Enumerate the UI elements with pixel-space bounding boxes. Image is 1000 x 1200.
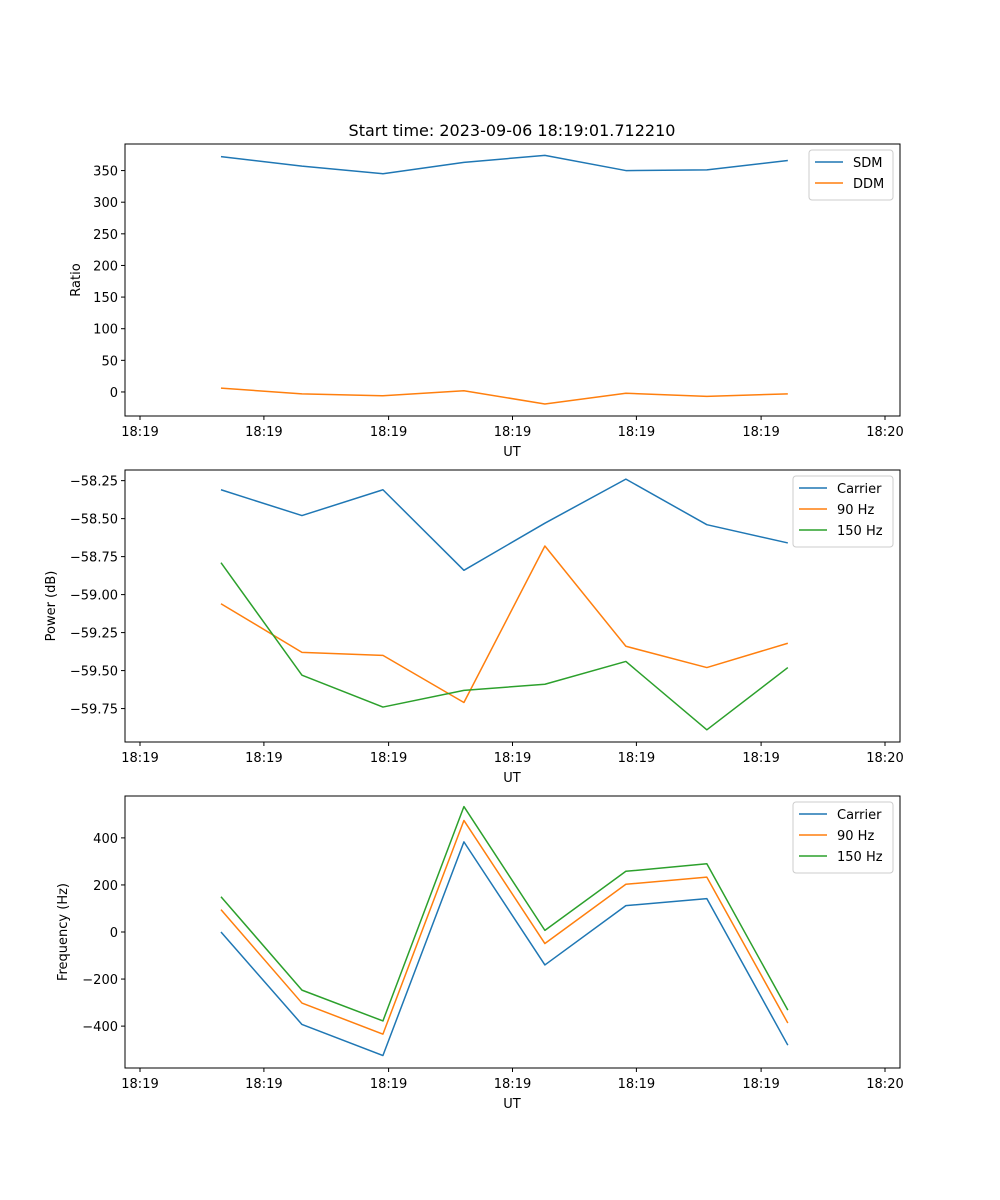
power-x-tick-label: 18:19 xyxy=(618,751,655,766)
power-y-tick-label: −59.25 xyxy=(70,627,118,642)
power-y-tick-label: −58.75 xyxy=(70,551,118,566)
panel-frequency: 18:19 18:19 18:19 18:19 18:19 18:19 18:20 400 2… xyxy=(56,795,904,1112)
frequency-x-ticks: 18:19 18:19 18:19 18:19 18:19 18:19 18:20 xyxy=(121,1068,904,1092)
frequency-x-tick-label: 18:19 xyxy=(618,1077,655,1092)
power-legend: Carrier 90 Hz 150 Hz xyxy=(792,475,894,548)
ratio-legend-label-ddm: DDM xyxy=(853,177,884,192)
ratio-series-ddm xyxy=(220,387,788,405)
frequency-x-tick-label: 18:19 xyxy=(742,1077,779,1092)
power-y-ticks: −58.25 −58.50 −58.75 −59.00 −59.25 −59.50 −59.… xyxy=(70,475,125,718)
ratio-x-tick-label: 18:20 xyxy=(866,425,903,440)
ratio-x-axis-label: UT xyxy=(503,445,521,460)
ratio-x-tick-label: 18:19 xyxy=(618,425,655,440)
power-y-tick-label: −58.25 xyxy=(70,475,118,490)
frequency-x-tick-label: 18:19 xyxy=(245,1077,282,1092)
ratio-y-tick-label: 50 xyxy=(101,354,118,369)
frequency-y-ticks: 400 200 0 −200 −400 xyxy=(82,832,125,1035)
frequency-y-tick-label: 200 xyxy=(93,879,118,894)
power-x-tick-label: 18:20 xyxy=(866,751,903,766)
power-x-tick-label: 18:19 xyxy=(494,751,531,766)
power-series-150-hz xyxy=(220,562,789,731)
frequency-x-tick-label: 18:20 xyxy=(866,1077,903,1092)
power-legend-label-90-hz: 90 Hz xyxy=(837,503,874,518)
frequency-y-tick-label: −200 xyxy=(82,973,118,988)
frequency-legend-label-150-hz: 150 Hz xyxy=(837,850,883,865)
power-y-tick-label: −58.50 xyxy=(70,513,118,528)
frequency-series-150-hz xyxy=(220,805,789,1022)
frequency-x-tick-label: 18:19 xyxy=(121,1077,158,1092)
power-x-tick-label: 18:19 xyxy=(245,751,282,766)
frequency-series-90-hz xyxy=(220,819,789,1035)
frequency-y-axis-label: Frequency (Hz) xyxy=(56,883,71,981)
frequency-legend-label-carrier: Carrier xyxy=(837,808,882,823)
frequency-y-tick-label: −400 xyxy=(82,1020,118,1035)
panel-power: 18:19 18:19 18:19 18:19 18:19 18:19 18:20 −58.… xyxy=(44,469,904,786)
power-series-carrier xyxy=(220,478,788,572)
power-x-axis-label: UT xyxy=(503,771,521,786)
power-y-tick-label: −59.00 xyxy=(70,589,118,604)
ratio-x-tick-label: 18:19 xyxy=(245,425,282,440)
frequency-x-axis-label: UT xyxy=(503,1097,521,1112)
ratio-x-tick-label: 18:19 xyxy=(370,425,407,440)
power-series-layer xyxy=(220,478,789,731)
power-y-axis-label: Power (dB) xyxy=(44,571,59,642)
ratio-y-ticks: 0 50 100 150 200 250 300 350 xyxy=(93,165,125,401)
power-x-ticks: 18:19 18:19 18:19 18:19 18:19 18:19 18:20 xyxy=(121,742,904,766)
figure-title: Start time: 2023-09-06 18:19:01.712210 xyxy=(349,121,676,140)
ratio-x-tick-label: 18:19 xyxy=(121,425,158,440)
frequency-x-tick-label: 18:19 xyxy=(494,1077,531,1092)
frequency-series-carrier xyxy=(220,841,789,1057)
frequency-y-tick-label: 0 xyxy=(110,926,118,941)
ratio-legend-label-sdm: SDM xyxy=(853,156,882,171)
power-x-tick-label: 18:19 xyxy=(742,751,779,766)
ratio-y-tick-label: 300 xyxy=(93,196,118,211)
frequency-series-layer xyxy=(220,805,789,1057)
power-legend-label-150-hz: 150 Hz xyxy=(837,524,883,539)
frequency-legend: Carrier 90 Hz 150 Hz xyxy=(792,801,894,874)
power-series-90-hz xyxy=(220,545,789,704)
ratio-x-ticks: 18:19 18:19 18:19 18:19 18:19 18:19 18:20 xyxy=(121,416,904,440)
ratio-series-sdm xyxy=(220,154,788,175)
ratio-y-tick-label: 100 xyxy=(93,323,118,338)
frequency-y-tick-label: 400 xyxy=(93,832,118,847)
frequency-legend-label-90-hz: 90 Hz xyxy=(837,829,874,844)
power-y-tick-label: −59.75 xyxy=(70,703,118,718)
power-y-tick-label: −59.50 xyxy=(70,665,118,680)
panel-ratio: 18:19 18:19 18:19 18:19 18:19 18:19 18:20 0 50 1… xyxy=(69,143,904,460)
ratio-y-tick-label: 350 xyxy=(93,165,118,180)
ratio-x-tick-label: 18:19 xyxy=(742,425,779,440)
ratio-legend: SDM DDM xyxy=(808,149,894,201)
ratio-x-tick-label: 18:19 xyxy=(494,425,531,440)
ratio-y-tick-label: 0 xyxy=(110,386,118,401)
power-x-tick-label: 18:19 xyxy=(370,751,407,766)
ratio-y-tick-label: 150 xyxy=(93,291,118,306)
power-legend-label-carrier: Carrier xyxy=(837,482,882,497)
power-x-tick-label: 18:19 xyxy=(121,751,158,766)
ratio-y-tick-label: 250 xyxy=(93,228,118,243)
ratio-y-axis-label: Ratio xyxy=(69,263,84,296)
frequency-x-tick-label: 18:19 xyxy=(370,1077,407,1092)
ratio-series-layer xyxy=(220,154,788,405)
ratio-y-tick-label: 200 xyxy=(93,259,118,274)
